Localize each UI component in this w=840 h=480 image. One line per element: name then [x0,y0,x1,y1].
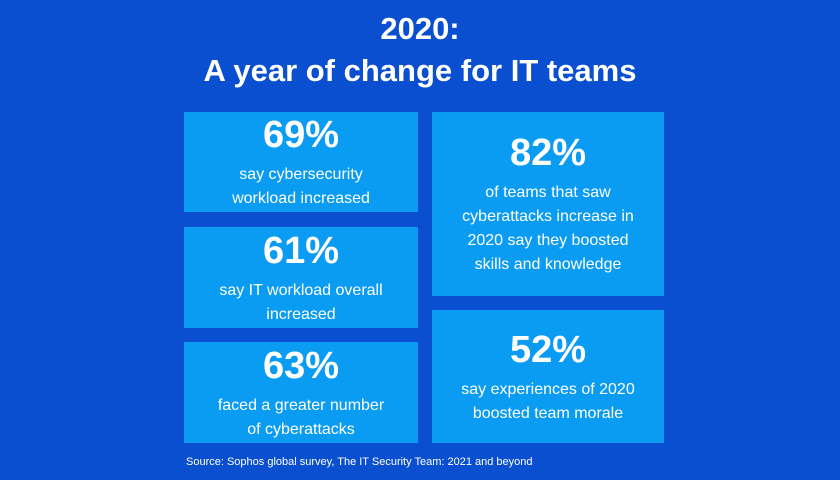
stat-description-line: of cyberattacks [247,420,355,438]
stat-description-line: workload increased [232,190,370,207]
stat-description-line: say experiences of 2020 [461,380,635,398]
stat-card-it-workload: 61% say IT workload overall increased [184,227,418,328]
stat-card-skills-boosted: 82% of teams that saw cyberattacks incre… [432,112,664,296]
stat-card-team-morale: 52% say experiences of 2020 boosted team… [432,310,664,443]
stat-description-line: skills and knowledge [474,256,622,273]
page-title: 2020: A year of change for IT teams [0,8,840,92]
stat-description: faced a greater number of cyberattacks [218,394,384,442]
stat-percent: 69% [262,114,340,156]
stat-description-line: of teams that saw [485,184,611,201]
stat-description: of teams that saw cyberattacks increase … [462,181,634,277]
stat-card-cybersecurity-workload: 69% say cybersecurity workload increased [184,112,418,212]
stat-percent: 52% [509,328,587,371]
stat-description-line: cyberattacks increase in [462,208,634,225]
stat-description-line: say cybersecurity [239,166,363,183]
stat-description: say cybersecurity workload increased [232,163,370,211]
stat-description-line: increased [266,305,336,323]
stat-description-line: faced a greater number [217,396,385,414]
stat-description-line: 2020 say they boosted [467,232,629,249]
stat-card-cyberattacks: 63% faced a greater number of cyberattac… [184,342,418,443]
stat-percent: 82% [509,132,587,174]
stat-description: say experiences of 2020 boosted team mor… [461,378,634,426]
title-line-1: 2020: [380,11,460,46]
stat-percent: 61% [262,229,340,272]
title-line-2: A year of change for IT teams [203,53,637,88]
source-note: Source: Sophos global survey, The IT Sec… [186,456,533,468]
stat-percent: 63% [262,344,340,387]
stat-description-line: say IT workload overall [219,281,383,299]
stat-description-line: boosted team morale [472,404,624,422]
stat-description: say IT workload overall increased [219,279,382,327]
